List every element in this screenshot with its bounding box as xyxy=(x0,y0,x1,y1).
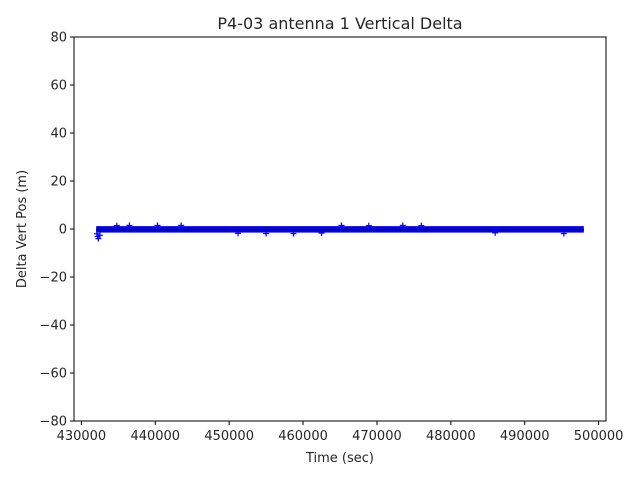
x-tick-label: 480000 xyxy=(426,429,476,444)
data-point xyxy=(95,235,102,242)
x-tick-label: 470000 xyxy=(352,429,402,444)
data-point xyxy=(290,230,297,237)
y-tick-label: 20 xyxy=(50,175,67,190)
y-tick-label: 0 xyxy=(59,223,67,238)
data-point xyxy=(263,230,270,237)
y-tick-label: −20 xyxy=(40,271,67,286)
chart-title: P4-03 antenna 1 Vertical Delta xyxy=(217,14,462,33)
y-tick-label: −60 xyxy=(40,367,67,382)
y-axis-label: Delta Vert Pos (m) xyxy=(15,170,30,288)
data-point xyxy=(318,230,325,237)
x-tick-label: 440000 xyxy=(130,429,180,444)
data-point xyxy=(399,222,406,229)
data-point xyxy=(338,222,345,229)
data-point xyxy=(560,230,567,237)
y-axis-ticks: −80 −60 −40 −20 0 20 40 60 80 xyxy=(40,31,74,430)
x-axis-ticks: 430000 440000 450000 460000 470000 480000 4900… xyxy=(57,421,624,444)
y-tick-label: 80 xyxy=(50,31,67,46)
plot-area xyxy=(93,222,584,242)
data-point xyxy=(96,232,103,239)
x-tick-label: 450000 xyxy=(204,429,254,444)
data-point xyxy=(113,222,120,229)
y-tick-label: 40 xyxy=(50,127,67,142)
x-tick-label: 490000 xyxy=(500,429,550,444)
data-point xyxy=(365,222,372,229)
y-tick-label: −80 xyxy=(40,415,67,430)
data-point xyxy=(492,229,499,236)
y-tick-label: 60 xyxy=(50,79,67,94)
data-point xyxy=(154,222,161,229)
x-axis-label: Time (sec) xyxy=(305,451,374,466)
data-point xyxy=(418,222,425,229)
data-point xyxy=(126,222,133,229)
y-tick-label: −40 xyxy=(40,319,67,334)
x-tick-label: 460000 xyxy=(278,429,328,444)
x-tick-label: 500000 xyxy=(574,429,624,444)
axes-frame xyxy=(73,36,607,422)
data-point xyxy=(235,230,242,237)
x-tick-label: 430000 xyxy=(57,429,107,444)
data-point xyxy=(178,222,185,229)
